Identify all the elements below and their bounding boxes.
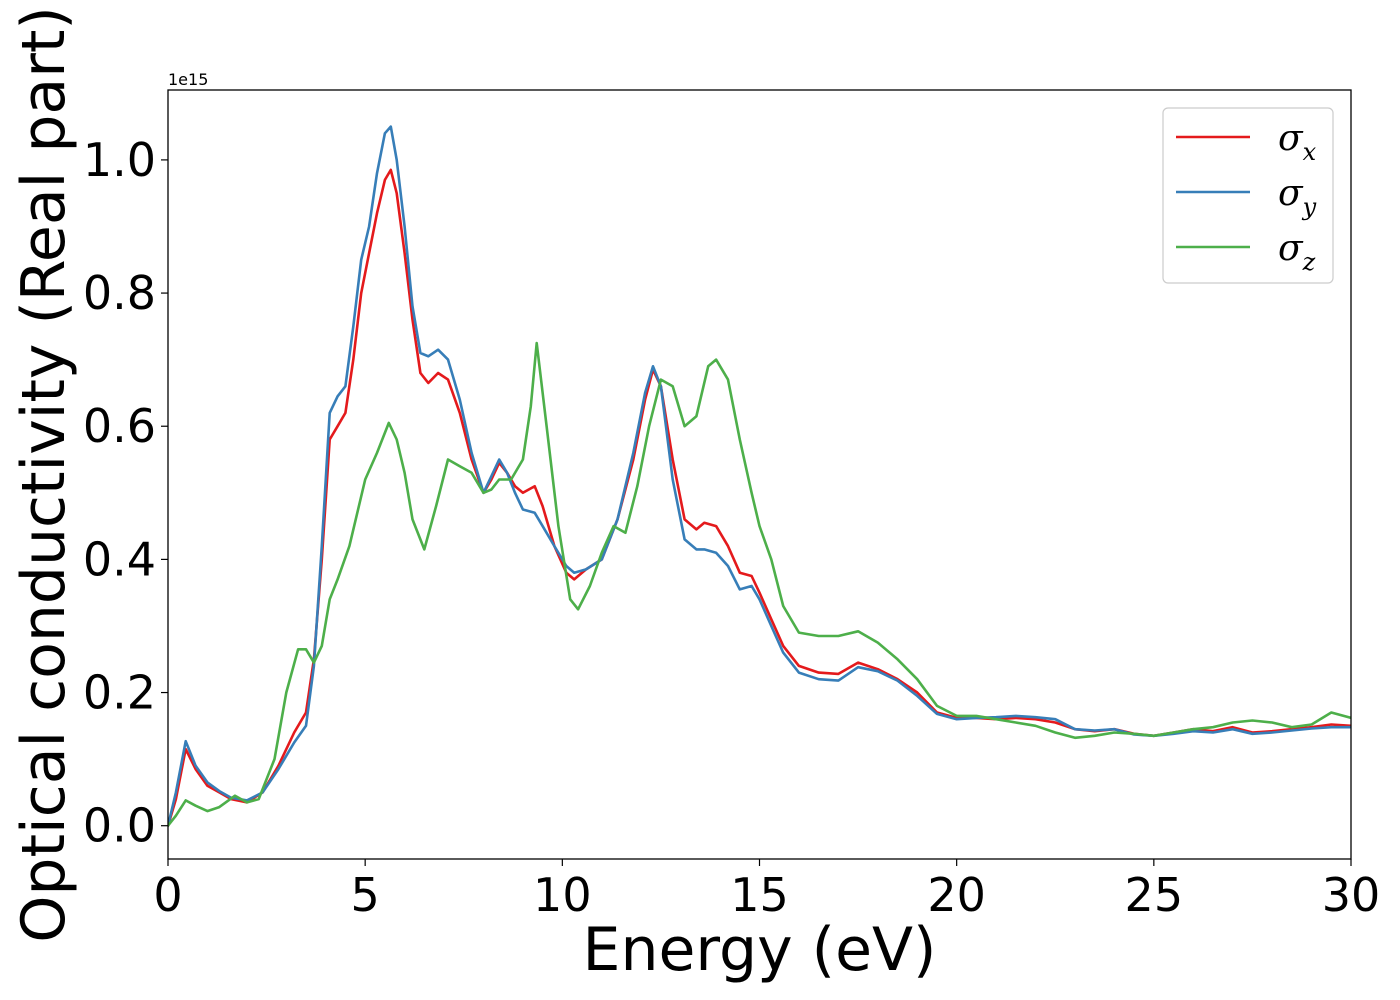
y-axis: 0.0 0.2 0.4 0.6 0.8 1.0 <box>83 133 168 853</box>
y-tick-label: 0.2 <box>83 666 156 720</box>
y-tick-label: 0.6 <box>83 399 156 453</box>
y-axis-title: Optical conductivity (Real part) <box>9 6 79 943</box>
series-layer <box>168 125 1351 827</box>
x-tick-label: 20 <box>927 868 986 922</box>
y-tick-label: 0.0 <box>83 799 156 853</box>
series-line-z <box>168 341 1351 827</box>
legend-label-y: σy <box>1278 173 1317 221</box>
y-tick-label: 0.4 <box>83 532 156 586</box>
y-offset-label: 1e15 <box>168 70 208 89</box>
x-tick-label: 15 <box>730 868 789 922</box>
legend-box <box>1162 107 1334 284</box>
x-tick-label: 0 <box>153 868 182 922</box>
legend-label-z: σz <box>1278 228 1316 276</box>
legend-label-x: σx <box>1278 118 1317 166</box>
x-tick-label: 30 <box>1322 868 1381 922</box>
x-tick-label: 5 <box>351 868 380 922</box>
y-tick-label: 0.8 <box>83 266 156 320</box>
y-tick-label: 1.0 <box>83 133 156 187</box>
x-tick-label: 10 <box>533 868 592 922</box>
series-line-y <box>168 125 1351 827</box>
x-axis: 0 5 10 15 20 25 30 <box>153 859 1380 922</box>
x-tick-label: 25 <box>1125 868 1184 922</box>
legend: σx σy σz <box>1162 107 1334 284</box>
x-axis-title: Energy (eV) <box>583 915 937 985</box>
